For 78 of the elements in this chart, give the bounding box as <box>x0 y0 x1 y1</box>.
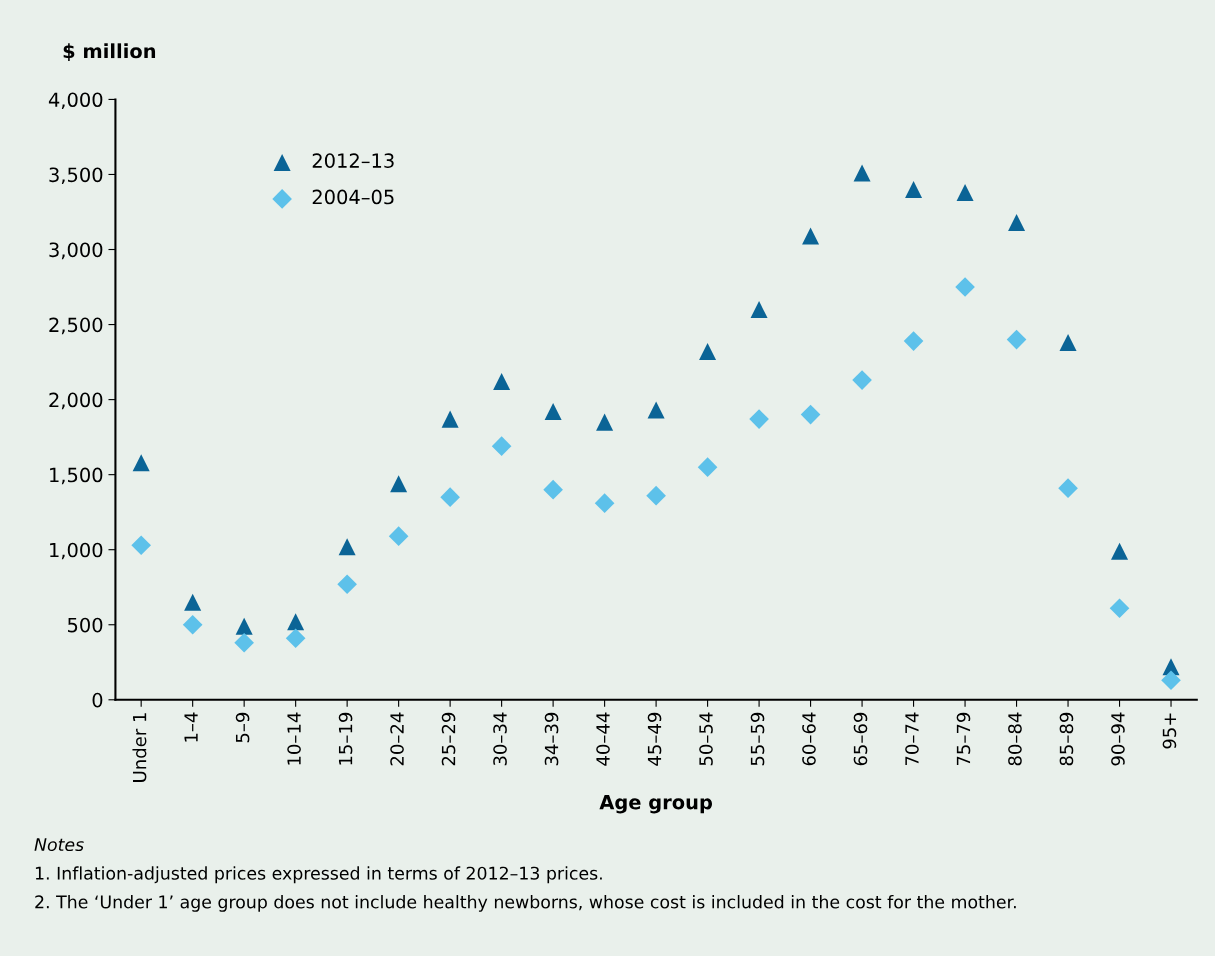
point <box>1058 478 1078 498</box>
y-tick-label: 1,000 <box>50 542 103 560</box>
point <box>699 343 717 361</box>
point <box>1059 334 1077 352</box>
point <box>903 331 924 351</box>
point <box>287 613 305 631</box>
point <box>802 227 820 245</box>
x-tick-label: 60–64 <box>802 712 816 766</box>
y-tick-label: 500 <box>68 617 103 633</box>
point <box>493 373 511 391</box>
x-tick-label: 90–94 <box>1111 712 1125 766</box>
y-tick-label: 0 <box>92 692 103 708</box>
point <box>955 277 975 297</box>
x-tick-label: 80–84 <box>1008 712 1022 766</box>
point <box>594 493 615 513</box>
point <box>338 538 356 556</box>
x-tick-label: 75–79 <box>956 712 971 766</box>
x-tick-label: 10–14 <box>287 712 301 765</box>
point <box>647 401 665 419</box>
point <box>390 475 408 493</box>
point <box>852 370 872 390</box>
x-tick-label: 34–39 <box>544 712 559 766</box>
x-tick-label: 25–29 <box>441 712 456 766</box>
x-tick-label: 30–34 <box>493 712 507 766</box>
x-tick-label: 70–74 <box>905 712 919 766</box>
point <box>1006 329 1027 350</box>
point <box>388 526 409 547</box>
point <box>235 617 253 635</box>
x-tick-label: 65–69 <box>853 712 868 766</box>
x-axis-title: Age group <box>599 795 713 814</box>
x-tick-label: 40–44 <box>596 712 610 766</box>
y-tick-label: 1,500 <box>50 467 103 485</box>
point <box>800 404 821 425</box>
point <box>441 410 459 428</box>
point <box>131 535 151 556</box>
point <box>285 628 306 649</box>
point <box>1161 670 1181 691</box>
point <box>184 593 202 611</box>
y-tick-label: 3,000 <box>49 242 103 260</box>
x-tick-label: Under 1 <box>132 713 147 782</box>
text: Notes <box>34 838 84 852</box>
point <box>440 487 460 507</box>
x-tick-label: 20–24 <box>390 712 404 766</box>
y-tick-label: 2,000 <box>49 392 103 410</box>
x-tick-label: 5–9 <box>235 712 250 743</box>
x-tick-label: 50–54 <box>699 712 713 766</box>
point <box>1111 542 1129 560</box>
point <box>544 403 562 421</box>
x-tick-label: 1–4 <box>184 712 198 742</box>
y-tick-label: 4,000 <box>48 92 103 110</box>
point <box>543 479 563 500</box>
point <box>491 436 512 456</box>
y-tick-label: 2,500 <box>49 317 103 335</box>
text: 1. Inflation-adjusted prices expressed in terms of 2012–13 prices. <box>35 866 602 884</box>
point <box>697 457 718 477</box>
point <box>749 409 769 429</box>
legend-label: 2004–05 <box>312 189 394 205</box>
x-tick-label: 95+ <box>1162 713 1177 749</box>
point <box>646 485 666 506</box>
point <box>750 301 768 319</box>
point <box>956 183 974 201</box>
y-axis-title: $ million <box>63 43 156 61</box>
y-tick-label: 3,500 <box>49 167 103 185</box>
point <box>234 632 254 653</box>
point <box>905 180 923 198</box>
x-tick-label: 85–89 <box>1059 712 1074 766</box>
x-tick-label: 55–59 <box>750 712 765 766</box>
point <box>853 164 871 182</box>
point <box>1109 598 1130 619</box>
legend-label: 2012–13 <box>312 153 394 168</box>
x-tick-label: 15–19 <box>338 712 353 765</box>
point <box>337 574 357 595</box>
text: 2. The ‘Under 1’ age group does not include healthy newborns, whose cost is included in the cost for the mother. <box>35 895 1016 912</box>
point <box>1008 213 1026 232</box>
point <box>182 614 203 635</box>
point <box>596 413 614 431</box>
point <box>132 454 150 472</box>
x-tick-label: 45–49 <box>647 712 662 766</box>
